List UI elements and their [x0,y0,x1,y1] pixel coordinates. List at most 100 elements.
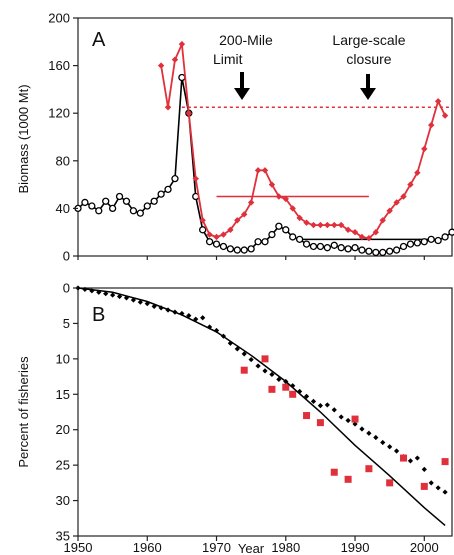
panel-b-black-point [103,291,109,297]
panel-a-black-point [233,246,241,254]
panel-a-red-point [282,195,289,203]
panel-b-black-point [276,376,282,383]
panel-b-red-point [289,390,297,398]
panel-b-x-tick-label: 1970 [202,540,231,555]
panel-a-black-point [212,240,221,248]
panel-a-black-point [247,245,255,253]
panel-a-red-point [206,231,213,238]
panel-a-red-point [289,205,296,212]
panel-a-red-point [351,229,359,236]
panel-b-red-point [420,482,428,490]
panel-a-black-point [282,226,290,234]
panel-b-black-point [442,489,448,495]
panel-a-red-point [337,221,345,229]
panel-b-black-point [435,485,441,491]
panel-b-black-point [366,430,372,436]
panel-b-black-point [331,407,337,413]
panel-a-black-point [434,236,442,245]
panel-a-black-point [254,238,262,246]
panel-a-red-point [261,167,269,174]
panel-a-red-point [414,169,421,176]
panel-b-black-point [123,295,130,301]
panel-a-black-point [95,207,103,215]
panel-b-black-point [393,448,400,454]
panel-b-black-point [269,371,275,378]
panel-b-red-point [386,479,394,487]
panel-a-red-point [185,110,193,117]
panel-b-black-point [352,421,358,427]
panel-b-black-point [179,310,185,317]
panel-a-red-point [296,214,303,222]
panel-a-black-point [81,198,89,207]
annotation-200-mile-line2: Limit [213,51,243,67]
panel-a-red-point [365,234,373,242]
panel-a-black-point [268,230,276,239]
panel-a-black-point [115,192,124,201]
panel-a-red-point [358,233,366,241]
panel-a-red-point [227,226,234,234]
panel-a-black-point [427,235,435,243]
panel-a-y-tick-label: 0 [63,249,70,264]
panel-b-black-point [116,293,123,300]
panel-a-black-point [323,244,331,252]
panel-a-red-point [393,199,400,206]
panel-a-black-point [330,241,338,249]
panel-b-y-label: Percent of fisheries [16,356,31,468]
panel-b-black-point [338,414,344,420]
panel-a-black-point [351,244,359,252]
panel-b-black-point [324,402,330,408]
panel-a-letter: A [92,29,106,51]
panel-a-black-point [406,240,415,248]
panel-b-y-tick-label: 30 [56,493,70,508]
panel-b-red-point [365,465,373,473]
panel-a-black-point [136,209,144,217]
panel-b-black-point [262,368,268,374]
panel-b-red-point [268,385,276,393]
panel-b-red-point [316,419,324,427]
panel-a-black-point [413,239,422,247]
annotation-200-mile-line1: 200-Mile [219,32,273,48]
panel-a-black-point [240,246,248,254]
panel-a-black-point [157,190,165,198]
panel-a-plot [74,40,454,257]
panel-a-black-point [261,238,269,246]
x-axis-label: Year [238,541,265,555]
annotation-closure-arrow [360,74,376,100]
panel-a-red-point [400,193,407,200]
panel-b-letter: B [92,304,105,326]
panel-b-x-tick-label: 2000 [410,540,439,555]
panel-b-x-tick-label: 1980 [271,540,300,555]
panel-b-red-point [240,366,248,374]
panel-b-black-point [359,426,365,432]
panel-a-black-point [302,240,311,248]
panel-b-y-tick-label: 20 [56,422,70,437]
annotation-closure-line2: closure [346,51,391,67]
panel-b-black-point [414,455,420,461]
panel-a-red-point [386,207,393,214]
panel-a-red-point [234,217,241,224]
panel-a-red-point [192,175,199,182]
panel-a-red-point [178,40,186,48]
panel-b-y-tick-label: 0 [63,281,70,296]
panel-b-y-tick-label: 25 [56,458,70,473]
panel-a-black-point [379,248,387,257]
panel-a-y-label: Biomass (1000 Mt) [16,84,31,193]
panel-b-fit-curve [77,287,446,526]
panel-b-black-point [96,289,102,295]
panel-a-y-tick-label: 200 [48,11,70,26]
panel-a-black-point [295,235,304,243]
panel-a-red-point [407,181,414,188]
panel-b-y-tick-label: 15 [56,387,70,402]
panel-b-black-point [227,340,233,346]
panel-a-black-point [122,197,131,205]
panel-a-black-point [448,228,454,236]
panel-a-red-point [303,219,310,226]
panel-a-red-point [199,217,206,224]
panel-a-black-point [102,197,110,205]
panel-a-red-point [344,226,352,234]
panel-b-black-point [380,439,386,446]
panel-a-black-point [337,244,345,252]
panel-b-red-point [261,355,269,363]
panel-b-red-point [282,383,290,391]
panel-b-black-point [241,351,247,357]
